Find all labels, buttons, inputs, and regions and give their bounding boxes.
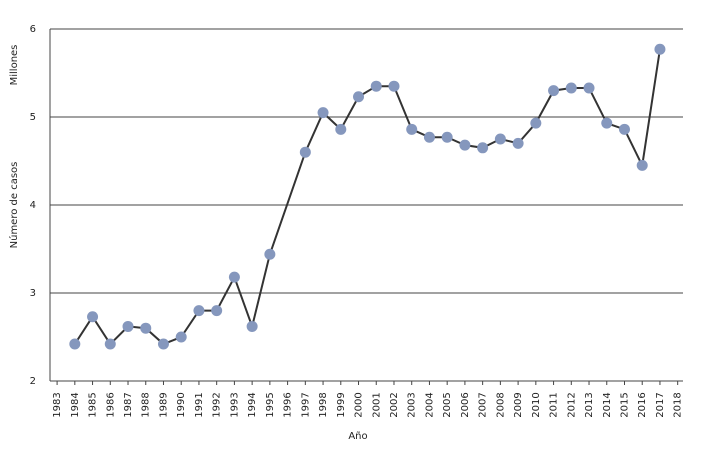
x-tick-label: 1991 — [194, 392, 205, 417]
x-tick-label: 2009 — [513, 392, 524, 417]
y-tick-label: 2 — [30, 376, 36, 387]
x-tick-label: 2016 — [637, 392, 648, 417]
y-tick-label: 4 — [30, 200, 36, 211]
data-point — [583, 82, 595, 94]
data-point — [264, 248, 276, 260]
y-unit: Millones — [9, 45, 20, 86]
data-point — [494, 133, 506, 145]
data-point — [353, 91, 365, 103]
data-point — [157, 338, 169, 350]
x-tick-label: 1985 — [88, 392, 99, 417]
data-point — [246, 320, 258, 332]
data-point — [87, 311, 99, 323]
data-point — [193, 305, 205, 317]
x-tick-label: 2003 — [407, 392, 418, 417]
x-tick-label: 1995 — [265, 392, 276, 417]
x-tick-label: 1996 — [283, 392, 294, 417]
data-point — [228, 271, 240, 283]
x-tick-label: 2011 — [549, 392, 560, 417]
x-tick-label: 1984 — [70, 392, 81, 417]
data-point — [69, 338, 81, 350]
x-axis-title: Año — [348, 431, 367, 442]
data-point — [406, 123, 418, 135]
data-point — [175, 331, 187, 343]
x-tick-label: 2005 — [442, 392, 453, 417]
x-tick-label: 2007 — [478, 392, 489, 417]
data-point — [423, 131, 435, 143]
y-tick-label: 3 — [30, 288, 36, 299]
data-point — [530, 117, 542, 129]
data-point — [335, 123, 347, 135]
x-tick-label: 2012 — [566, 392, 577, 417]
x-tick-label: 1989 — [158, 392, 169, 417]
x-tick-label: 1983 — [52, 392, 63, 417]
data-point — [140, 322, 152, 334]
x-tick-label: 2002 — [389, 392, 400, 417]
data-point — [211, 305, 223, 317]
x-tick-label: 2017 — [655, 392, 666, 417]
x-tick-label: 1986 — [105, 392, 116, 417]
data-point — [441, 131, 453, 143]
x-tick-label: 1990 — [176, 392, 187, 417]
x-tick-label: 2013 — [584, 392, 595, 417]
x-tick-label: 1993 — [229, 392, 240, 417]
data-point — [317, 107, 329, 119]
x-tick-label: 1994 — [247, 392, 258, 417]
data-point — [104, 338, 116, 350]
data-point — [388, 80, 400, 92]
x-tick-label: 2008 — [495, 392, 506, 417]
data-point — [636, 159, 648, 171]
x-tick-label: 1987 — [123, 392, 134, 417]
x-tick-label: 2014 — [602, 392, 613, 417]
x-tick-label: 2015 — [619, 392, 630, 417]
data-point — [618, 123, 630, 135]
x-tick-label: 2004 — [424, 392, 435, 417]
x-tick-label: 1999 — [336, 392, 347, 417]
x-tick-label: 1997 — [300, 392, 311, 417]
x-tick-label: 1998 — [318, 392, 329, 417]
data-point — [299, 146, 311, 158]
x-tick-label: 2000 — [354, 392, 365, 417]
x-tick-label: 1992 — [212, 392, 223, 417]
data-point — [548, 85, 560, 97]
data-point — [565, 82, 577, 94]
x-tick-label: 1988 — [141, 392, 152, 417]
data-point — [477, 142, 489, 154]
data-point — [654, 43, 666, 55]
data-point — [601, 117, 613, 129]
data-point — [459, 139, 471, 151]
y-tick-label: 6 — [30, 24, 36, 35]
y-axis-title: Número de casos — [8, 162, 20, 249]
x-tick-label: 2001 — [371, 392, 382, 417]
data-point — [122, 320, 134, 332]
data-point — [512, 137, 524, 149]
x-tick-label: 2018 — [673, 392, 684, 417]
data-point — [370, 80, 382, 92]
x-tick-label: 2010 — [531, 392, 542, 417]
series-line — [73, 49, 661, 346]
y-tick-label: 5 — [30, 112, 36, 123]
x-tick-label: 2006 — [460, 392, 471, 417]
